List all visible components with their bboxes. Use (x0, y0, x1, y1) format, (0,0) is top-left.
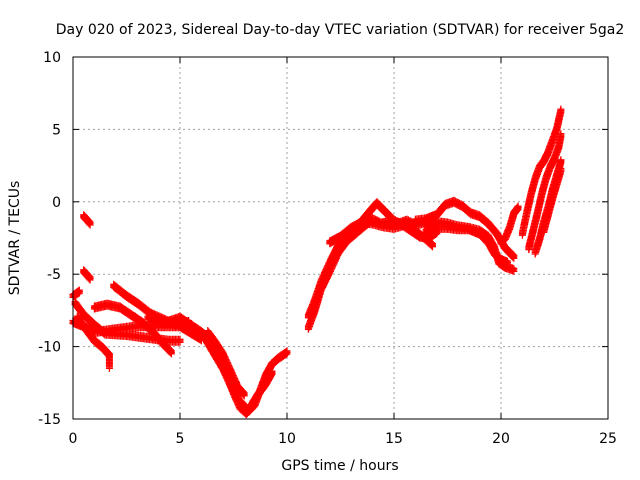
chart-title: Day 020 of 2023, Sidereal Day-to-day VTE… (56, 22, 625, 38)
data-point-cluster (540, 164, 565, 236)
y-tick-label: 5 (52, 122, 61, 138)
data-points (69, 105, 565, 419)
x-axis-label: GPS time / hours (281, 458, 398, 474)
y-tick-label: 0 (52, 195, 61, 211)
data-point-cluster (193, 324, 276, 416)
plot-frame (72, 56, 609, 420)
x-tick-label: 15 (385, 431, 403, 447)
data-point-cluster (411, 196, 518, 262)
grid-lines (73, 57, 608, 419)
data-point-cluster (525, 130, 565, 254)
data-point-cluster (69, 286, 83, 301)
data-point-cluster (73, 312, 113, 372)
y-tick-label: -5 (47, 267, 61, 283)
y-tick-label: -10 (38, 340, 61, 356)
data-point-cluster (326, 217, 436, 251)
data-point-cluster (80, 211, 94, 229)
data-point-cluster (422, 220, 511, 268)
data-point-cluster (518, 105, 565, 239)
x-tick-label: 5 (176, 431, 185, 447)
y-axis-label: SDTVAR / TECUs (7, 181, 23, 296)
x-tick-label: 10 (278, 431, 296, 447)
data-point-cluster (90, 299, 175, 358)
axis-ticks: 0 5 10 15 20 25 -15 -10 -5 0 5 10 (38, 50, 617, 447)
y-tick-label: 10 (43, 50, 61, 66)
x-tick-label: 0 (69, 431, 78, 447)
data-point-cluster (80, 266, 94, 284)
y-tick-label: -15 (38, 412, 61, 428)
x-tick-label: 25 (599, 431, 617, 447)
data-point-cluster (497, 202, 522, 248)
x-tick-label: 20 (492, 431, 510, 447)
data-point-cluster (204, 327, 248, 400)
